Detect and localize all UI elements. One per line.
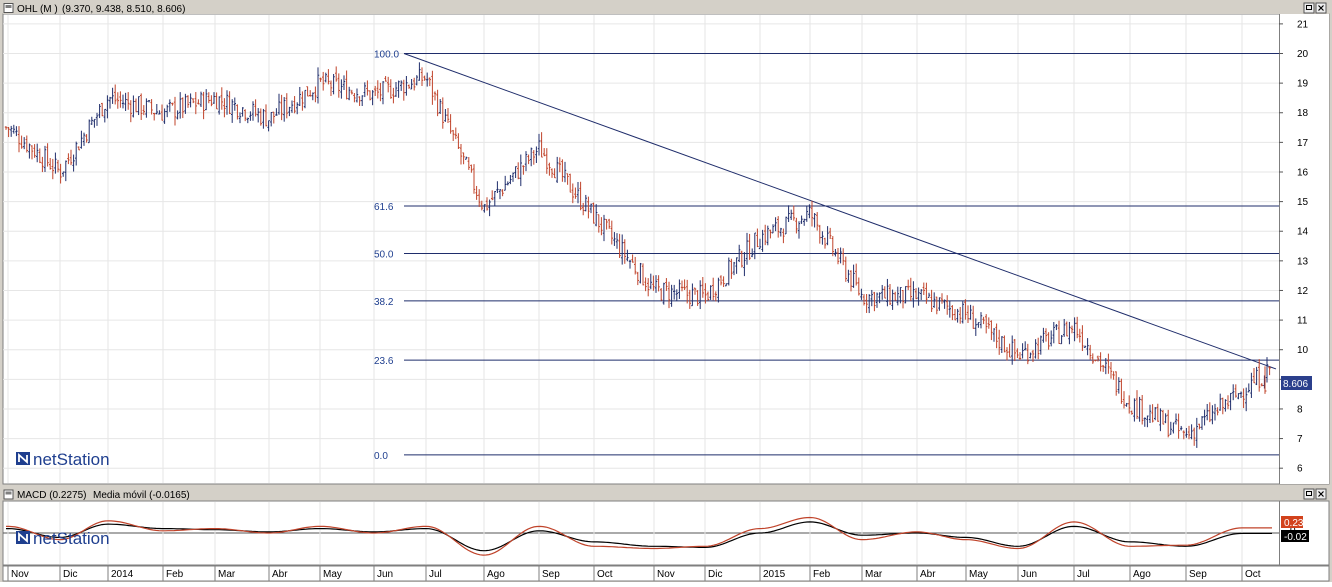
netstation-logo-macd: netStation — [16, 529, 110, 548]
macd-window-icon-bar — [5, 491, 12, 495]
x-tick-label: Jul — [1077, 569, 1090, 580]
x-tick-label: Jun — [1021, 569, 1037, 580]
price-header-title: OHL (M ) — [17, 4, 58, 15]
x-tick-label: Dic — [63, 569, 77, 580]
price-y-tick-label: 10 — [1297, 345, 1309, 356]
price-y-tick-label: 12 — [1297, 286, 1309, 297]
price-header-bar — [3, 2, 1329, 14]
price-y-tick-label: 21 — [1297, 19, 1309, 30]
x-tick-label: 2015 — [763, 569, 786, 580]
macd-close-icon — [1318, 491, 1324, 497]
macd-header-bar — [3, 488, 1329, 500]
x-tick-label: Feb — [166, 569, 184, 580]
last-price-label: 8.606 — [1283, 379, 1308, 390]
trendline-group — [403, 53, 1277, 370]
price-y-tick-label: 20 — [1297, 49, 1309, 60]
fib-level-label: 100.0 — [374, 50, 399, 61]
x-tick-label: Sep — [1189, 569, 1207, 580]
price-y-axis-area — [1279, 14, 1329, 484]
x-tick-label: Oct — [597, 569, 613, 580]
price-y-tick-label: 14 — [1297, 227, 1309, 238]
price-y-tick-label: 16 — [1297, 167, 1309, 178]
price-y-tick-label: 8 — [1297, 404, 1303, 415]
netstation-logo-mark-macd — [18, 532, 28, 543]
price-y-tick-label: 15 — [1297, 197, 1309, 208]
close-icon — [1318, 5, 1324, 11]
x-axis-ticks: Nov Dic 2014 Feb Mar Abr May Jun Jul Ago Sep Oct Nov… — [7, 566, 1261, 581]
price-bars — [4, 62, 1271, 448]
price-y-tick-label: 17 — [1297, 138, 1309, 149]
last-price-tag — [1281, 376, 1312, 390]
logo-text-macd: netStation — [33, 529, 110, 548]
macd-header-title: MACD (0.2275) — [17, 490, 86, 501]
x-tick-label: Abr — [272, 569, 288, 580]
fib-level-label: 0.0 — [374, 451, 388, 462]
price-y-tick-label: 18 — [1297, 108, 1309, 119]
netstation-logo-mark — [18, 453, 28, 464]
fib-level-label: 38.2 — [374, 297, 394, 308]
x-tick-label: Ago — [1133, 569, 1151, 580]
fib-level-label: 23.6 — [374, 356, 394, 367]
signal-line — [6, 521, 1272, 552]
trendline — [403, 53, 1277, 370]
x-tick-label: Oct — [1245, 569, 1261, 580]
x-tick-label: Mar — [218, 569, 236, 580]
x-tick-label: Sep — [542, 569, 560, 580]
fib-level-label: 61.6 — [374, 202, 394, 213]
price-y-ticks: 2120191817161514131211109876 — [1279, 19, 1309, 475]
x-tick-label: 2014 — [111, 569, 134, 580]
signal-value-label: -0.02 — [1284, 532, 1307, 543]
restore-button[interactable] — [1303, 2, 1315, 14]
signal-value-tag — [1281, 530, 1309, 542]
x-tick-label: May — [969, 569, 988, 580]
x-tick-label: Ago — [487, 569, 505, 580]
x-tick-label: Nov — [11, 569, 29, 580]
price-y-tick-label: 13 — [1297, 256, 1309, 267]
macd-line — [6, 516, 1272, 556]
x-tick-label: Mar — [865, 569, 883, 580]
netstation-logo: netStation — [16, 450, 110, 469]
price-grid — [3, 15, 1279, 483]
price-y-tick-label: 6 — [1297, 464, 1303, 475]
logo-text: netStation — [33, 450, 110, 469]
x-tick-label: May — [323, 569, 342, 580]
price-y-tick-label: 19 — [1297, 79, 1309, 90]
price-header-values: (9.370, 9.438, 8.510, 8.606) — [62, 4, 185, 15]
macd-restore-button[interactable] — [1303, 488, 1315, 500]
macd-lines — [6, 516, 1272, 556]
macd-restore-icon — [1306, 491, 1312, 496]
macd-value-label: 0.23 — [1284, 518, 1304, 529]
price-y-tick-label: 7 — [1297, 434, 1303, 445]
restore-icon — [1306, 5, 1312, 10]
x-tick-label: Jul — [429, 569, 442, 580]
macd-value-tag — [1281, 516, 1303, 528]
price-panel — [2, 13, 1330, 485]
x-tick-label: Jun — [377, 569, 393, 580]
fib-level-label: 50.0 — [374, 249, 394, 260]
price-y-tick-label: 11 — [1297, 316, 1308, 327]
x-tick-label: Feb — [813, 569, 831, 580]
x-tick-label: Abr — [920, 569, 936, 580]
window-icon-bar — [5, 5, 12, 8]
fibonacci-levels: 100.0 61.6 50.0 38.2 23.6 0.0 — [374, 50, 1279, 462]
x-tick-label: Nov — [657, 569, 675, 580]
x-axis-area — [2, 565, 1330, 582]
x-tick-label: Dic — [708, 569, 722, 580]
macd-header-values: Media móvil (-0.0165) — [93, 490, 190, 501]
